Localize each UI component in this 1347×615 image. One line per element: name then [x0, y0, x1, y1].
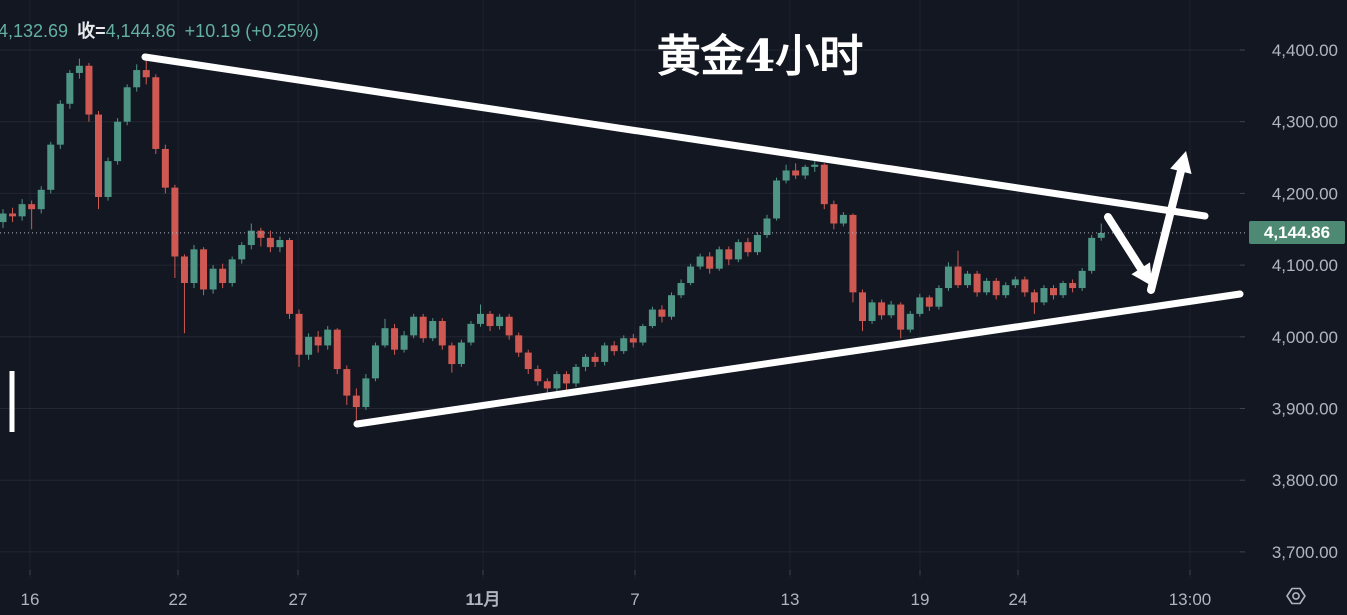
- time-axis-label: 11月: [466, 590, 501, 609]
- time-axis-label: 27: [289, 590, 308, 609]
- price-axis-label: 4,200.00: [1272, 184, 1338, 203]
- down-arrow[interactable]: [1104, 213, 1145, 273]
- drawings[interactable]: [0, 53, 1246, 432]
- lower-trendline[interactable]: [353, 290, 1244, 428]
- price-axis-label: 3,900.00: [1272, 400, 1338, 419]
- time-axis[interactable]: 16 22 27 11月 7 13 19 24 13:00: [21, 570, 1212, 609]
- down-arrow-head: [1131, 262, 1152, 286]
- grid-lines: [0, 0, 1240, 578]
- time-axis-label: 13:00: [1169, 590, 1212, 609]
- price-axis-label: 3,800.00: [1272, 471, 1338, 490]
- gear-icon[interactable]: [1284, 584, 1308, 608]
- ohlc-info-bar: 4,132.69 收=4,144.86 +10.19 (+0.25%): [0, 17, 319, 43]
- time-axis-label: 24: [1009, 590, 1028, 609]
- price-axis[interactable]: 4,400.00 4,300.00 4,200.00 4,100.00 4,000.00…: [1240, 41, 1338, 562]
- time-axis-label: 19: [911, 590, 930, 609]
- info-change: +10.19 (+0.25%): [184, 21, 319, 41]
- price-axis-label: 3,700.00: [1272, 543, 1338, 562]
- price-axis-label: 4,400.00: [1272, 41, 1338, 60]
- time-axis-label: 16: [21, 590, 40, 609]
- info-close-label: 收=: [77, 21, 106, 41]
- info-value: 4,132.69: [0, 21, 69, 41]
- time-axis-label: 22: [169, 590, 188, 609]
- price-axis-label: 4,300.00: [1272, 113, 1338, 132]
- upper-trendline[interactable]: [141, 53, 1209, 220]
- price-axis-label: 4,000.00: [1272, 328, 1338, 347]
- price-axis-label: 4,100.00: [1272, 256, 1338, 275]
- last-price-badge: 4,144.86: [1249, 221, 1345, 245]
- candles: [0, 57, 1105, 422]
- up-arrow[interactable]: [1147, 167, 1185, 294]
- info-close-value: 4,144.86: [105, 21, 176, 41]
- time-axis-label: 7: [630, 590, 639, 609]
- up-arrow-head: [1170, 151, 1192, 175]
- time-axis-label: 13: [781, 590, 800, 609]
